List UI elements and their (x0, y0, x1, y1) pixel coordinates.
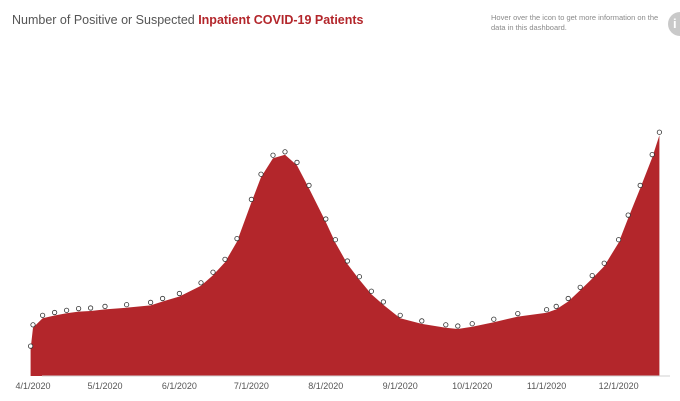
data-point (30, 322, 36, 328)
data-point (176, 290, 182, 297)
x-tick-label: 4/1/2020 (15, 381, 50, 391)
data-point (543, 307, 550, 313)
data-point (248, 196, 254, 202)
hover-info-note: Hover over the icon to get more informat… (491, 13, 659, 32)
data-point (102, 303, 108, 309)
info-icon[interactable]: i (668, 12, 680, 36)
data-point (656, 129, 663, 135)
series-area (30, 135, 660, 376)
data-point (380, 299, 386, 305)
data-point (258, 171, 264, 177)
data-point (419, 318, 425, 324)
data-point (637, 182, 643, 188)
data-point (51, 309, 58, 316)
chart-title-prefix: Number of Positive or Suspected (12, 13, 199, 27)
data-point (356, 274, 362, 280)
data-point (332, 237, 338, 243)
x-tick-label: 7/1/2020 (234, 381, 269, 391)
data-point (160, 295, 166, 302)
data-point (397, 312, 403, 318)
data-point (443, 322, 449, 328)
x-tick-label: 5/1/2020 (87, 381, 122, 391)
data-point (491, 316, 497, 322)
data-point (198, 280, 204, 286)
chart-title: Number of Positive or Suspected Inpatien… (12, 13, 364, 27)
x-tick-label: 6/1/2020 (162, 381, 197, 391)
data-point (306, 182, 312, 188)
data-point (344, 258, 350, 264)
x-axis-ticks: 4/1/2020 5/1/2020 6/1/2020 7/1/2020 8/1/2020… (15, 381, 638, 391)
data-point (455, 323, 461, 329)
x-tick-label: 12/1/2020 (599, 381, 639, 391)
data-point (124, 302, 130, 308)
data-point (601, 260, 607, 266)
data-point (565, 295, 571, 302)
data-point (615, 237, 622, 243)
data-point (76, 305, 82, 312)
data-point (323, 216, 329, 222)
x-tick-label: 10/1/2020 (452, 381, 492, 391)
data-point (88, 305, 94, 311)
x-tick-label: 8/1/2020 (308, 381, 343, 391)
data-points (27, 129, 663, 349)
data-point (39, 312, 46, 318)
data-point (222, 256, 228, 262)
data-point (589, 272, 595, 279)
data-point (270, 152, 276, 158)
data-point (368, 288, 374, 294)
chart-title-highlight: Inpatient COVID-19 Patients (198, 13, 364, 27)
data-point (625, 212, 631, 218)
data-point (282, 149, 288, 155)
data-point (577, 284, 583, 290)
data-point (649, 152, 655, 158)
data-point (148, 299, 154, 305)
data-point (553, 303, 559, 309)
data-point (234, 236, 240, 242)
x-tick-label: 9/1/2020 (383, 381, 418, 391)
data-point (515, 310, 521, 317)
data-point (294, 159, 300, 165)
x-tick-label: 11/1/2020 (527, 381, 566, 391)
data-point (64, 307, 70, 313)
data-point (469, 321, 475, 327)
data-point (210, 269, 216, 275)
data-point (27, 343, 34, 349)
